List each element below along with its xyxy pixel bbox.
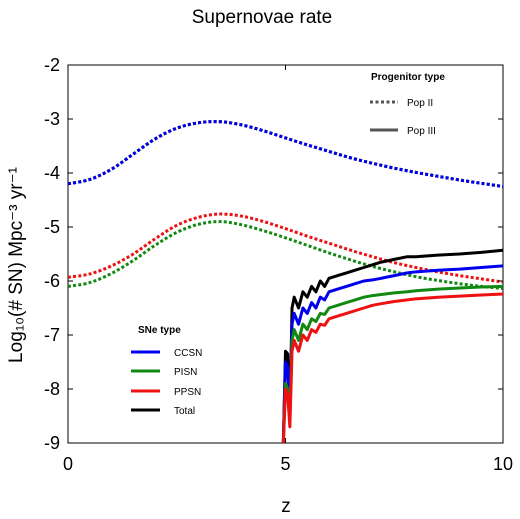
sne-legend-title: SNe type <box>138 325 181 336</box>
ppsn-pop-iii-series-line <box>281 292 504 444</box>
y-tick-label--9: -9 <box>44 433 60 453</box>
pisn-pop-iii-series-line <box>281 284 504 444</box>
y-axis-label: Log₁₀(# SN) Mpc⁻³ yr⁻¹ <box>6 167 27 363</box>
ppsn-legend-label: PPSN <box>174 387 201 398</box>
ccsn-pop-ii-series-line <box>67 120 504 188</box>
total-legend-label: Total <box>174 406 195 417</box>
y-tick-label--8: -8 <box>44 379 60 399</box>
y-tick-label--6: -6 <box>44 271 60 291</box>
plot-area: 0 5 10 -9 -8 -7 -6 -5 -4 -3 -2 <box>44 55 513 474</box>
pop-iii-legend-label: Pop III <box>407 126 436 137</box>
y-tick-label--2: -2 <box>44 55 60 75</box>
progenitor-legend-title: Progenitor type <box>371 72 445 83</box>
pisn-legend-label: PISN <box>174 367 197 378</box>
x-tick-label-5: 5 <box>280 454 290 474</box>
tick-layer: 0 5 10 -9 -8 -7 -6 -5 -4 -3 -2 <box>44 55 513 474</box>
y-tick-label--7: -7 <box>44 325 60 345</box>
chart-title: Supernovae rate <box>192 7 333 28</box>
x-tick-label-10: 10 <box>493 454 513 474</box>
progenitor-legend: Progenitor type Pop II Pop III <box>370 72 445 137</box>
ccsn-legend-label: CCSN <box>174 348 202 359</box>
pisn-pop-ii-series-line <box>67 220 504 291</box>
sne-type-legend: SNe type CCSN PISN PPSN Total <box>131 325 202 417</box>
total-pop-iii-series-line <box>281 248 504 444</box>
ccsn-pop-iii-series-line <box>281 264 504 444</box>
x-axis-label: z <box>281 496 291 517</box>
y-tick-label--5: -5 <box>44 217 60 237</box>
x-tick-label-0: 0 <box>63 454 73 474</box>
series-layer <box>67 120 504 444</box>
pop-ii-legend-label: Pop II <box>407 98 433 109</box>
y-tick-label--3: -3 <box>44 109 60 129</box>
y-tick-label--4: -4 <box>44 163 60 183</box>
